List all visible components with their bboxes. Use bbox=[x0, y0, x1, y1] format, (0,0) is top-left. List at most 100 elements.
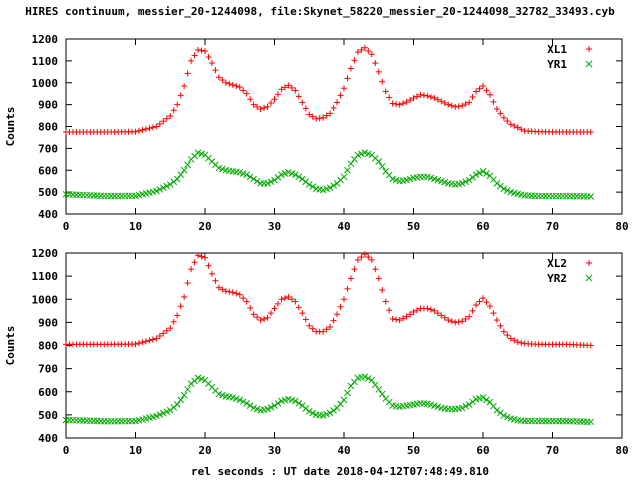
data-point bbox=[159, 184, 167, 192]
data-point bbox=[177, 92, 184, 99]
marker-stroke bbox=[288, 396, 296, 404]
marker-stroke bbox=[483, 396, 490, 404]
marker-stroke bbox=[177, 171, 185, 178]
data-point bbox=[163, 182, 171, 190]
x-axis-label: rel seconds : UT date 2018-04-12T07:48:4… bbox=[191, 465, 489, 478]
data-point bbox=[188, 266, 195, 273]
data-point bbox=[246, 173, 254, 181]
marker-stroke bbox=[326, 184, 334, 192]
data-point bbox=[364, 375, 372, 382]
data-point bbox=[274, 399, 282, 407]
data-point bbox=[215, 284, 222, 291]
marker-stroke bbox=[229, 394, 237, 401]
marker-stroke bbox=[424, 400, 431, 408]
data-point bbox=[250, 311, 257, 318]
data-point bbox=[261, 104, 268, 111]
marker-stroke bbox=[351, 155, 358, 163]
data-point bbox=[479, 394, 487, 401]
marker-stroke bbox=[291, 171, 299, 178]
data-point bbox=[396, 101, 403, 108]
data-point bbox=[132, 128, 139, 135]
marker-stroke bbox=[274, 174, 282, 181]
data-point bbox=[389, 315, 396, 322]
x-tick-label: 50 bbox=[407, 444, 420, 457]
data-point bbox=[407, 311, 414, 318]
marker-stroke bbox=[312, 411, 320, 419]
data-point bbox=[368, 256, 375, 263]
marker-stroke bbox=[205, 154, 212, 162]
legend-marker bbox=[586, 260, 592, 266]
data-point bbox=[511, 122, 518, 129]
data-point bbox=[486, 91, 493, 98]
data-point bbox=[466, 99, 473, 106]
data-point bbox=[191, 52, 198, 59]
data-point bbox=[291, 171, 299, 178]
marker-stroke bbox=[232, 395, 240, 403]
marker-stroke bbox=[375, 386, 383, 393]
marker-stroke bbox=[208, 158, 216, 165]
marker-stroke bbox=[510, 416, 518, 423]
data-point bbox=[146, 125, 153, 132]
marker-stroke bbox=[340, 173, 348, 181]
data-point bbox=[254, 314, 261, 321]
data-point bbox=[305, 408, 313, 415]
marker-stroke bbox=[222, 166, 230, 174]
data-point bbox=[473, 302, 480, 309]
marker-stroke bbox=[239, 398, 247, 405]
data-point bbox=[219, 77, 226, 84]
data-point bbox=[139, 339, 146, 346]
data-point bbox=[500, 185, 508, 193]
marker-stroke bbox=[448, 180, 456, 188]
data-point bbox=[264, 314, 271, 321]
data-point bbox=[219, 286, 226, 293]
data-point bbox=[358, 254, 365, 261]
marker-stroke bbox=[246, 173, 254, 181]
data-point bbox=[236, 291, 243, 298]
x-tick-label: 30 bbox=[268, 444, 281, 457]
marker-stroke bbox=[295, 173, 303, 181]
marker-stroke bbox=[246, 402, 254, 409]
data-point bbox=[431, 95, 438, 102]
data-point bbox=[431, 307, 438, 314]
marker-stroke bbox=[267, 178, 275, 186]
marker-stroke bbox=[208, 383, 216, 391]
data-point bbox=[292, 298, 299, 305]
marker-stroke bbox=[194, 149, 202, 157]
marker-stroke bbox=[274, 399, 282, 407]
marker-stroke bbox=[344, 166, 351, 174]
data-point bbox=[202, 48, 208, 55]
marker-stroke bbox=[291, 397, 299, 405]
y-tick-label: 500 bbox=[38, 186, 58, 199]
data-point bbox=[295, 173, 303, 181]
data-point bbox=[434, 310, 441, 317]
marker-stroke bbox=[587, 193, 595, 200]
x-tick-label: 40 bbox=[337, 444, 350, 457]
marker-stroke bbox=[585, 60, 593, 68]
data-point bbox=[163, 327, 170, 334]
data-point bbox=[295, 399, 303, 407]
data-point bbox=[424, 305, 431, 312]
data-point bbox=[288, 296, 295, 303]
marker-stroke bbox=[198, 375, 205, 383]
y-tick-label: 800 bbox=[38, 340, 58, 353]
series-XL2 bbox=[63, 251, 594, 349]
data-point bbox=[393, 316, 400, 323]
y-tick-label: 600 bbox=[38, 164, 58, 177]
data-point bbox=[438, 98, 445, 105]
data-point bbox=[174, 101, 181, 108]
data-point bbox=[146, 337, 153, 344]
data-point bbox=[372, 60, 379, 67]
data-point bbox=[462, 315, 469, 322]
x-tick-label: 0 bbox=[63, 220, 70, 233]
marker-stroke bbox=[392, 402, 400, 410]
marker-stroke bbox=[476, 169, 483, 177]
marker-stroke bbox=[507, 415, 515, 422]
marker-stroke bbox=[437, 404, 445, 412]
data-point bbox=[156, 411, 164, 418]
data-point bbox=[340, 396, 348, 404]
y-tick-label: 1000 bbox=[32, 77, 59, 90]
marker-stroke bbox=[483, 170, 490, 177]
x-tick-label: 80 bbox=[615, 444, 628, 457]
series-YR1 bbox=[62, 149, 595, 200]
x-tick-label: 20 bbox=[198, 444, 211, 457]
